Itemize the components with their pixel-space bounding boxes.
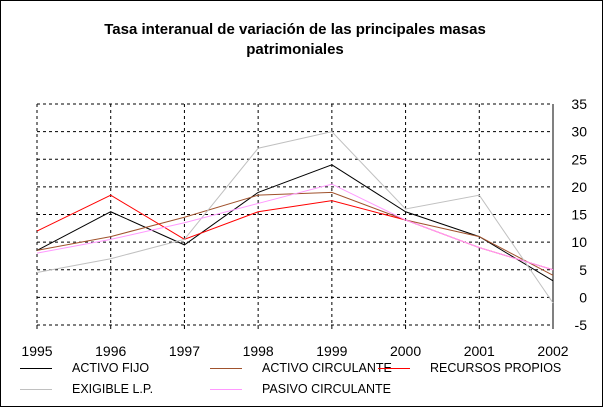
series-line-2 bbox=[36, 194, 554, 271]
series-line-3 bbox=[36, 131, 554, 304]
y-tick-label: 30 bbox=[571, 124, 587, 140]
series-line-4 bbox=[36, 183, 554, 271]
legend-label: EXIGIBLE L.P. bbox=[72, 382, 154, 396]
chart-title: Tasa interanual de variación de las prin… bbox=[104, 21, 486, 58]
series-line-1 bbox=[36, 191, 554, 276]
x-tick-label: 1997 bbox=[169, 343, 200, 359]
x-tick-label: 1996 bbox=[95, 343, 126, 359]
x-tick-label: 2002 bbox=[537, 343, 568, 359]
legend-swatch bbox=[210, 389, 242, 390]
legend-label: ACTIVO FIJO bbox=[72, 361, 150, 375]
y-tick-label: 0 bbox=[579, 289, 587, 305]
x-tick-label: 1995 bbox=[21, 343, 52, 359]
x-tick-label: 1998 bbox=[243, 343, 274, 359]
x-tick-label: 2000 bbox=[390, 343, 421, 359]
y-tick-label: -5 bbox=[575, 317, 588, 333]
legend-swatch bbox=[20, 389, 52, 390]
legend-swatch bbox=[378, 368, 410, 369]
tick-labels: 35 30 25 20 15 10 5 0 -5 1995 1996 1997 1998 1999 2000… bbox=[21, 96, 587, 359]
x-tick-label: 2001 bbox=[464, 343, 495, 359]
y-tick-label: 10 bbox=[571, 234, 587, 250]
series-line-0 bbox=[36, 164, 554, 282]
y-tick-label: 25 bbox=[571, 151, 587, 167]
legend-label: PASIVO CIRCULANTE bbox=[262, 382, 391, 396]
y-tick-label: 15 bbox=[571, 207, 587, 223]
grid bbox=[36, 103, 554, 326]
y-tick-label: 20 bbox=[571, 179, 587, 195]
axes bbox=[36, 104, 554, 329]
legend-label: RECURSOS PROPIOS bbox=[430, 361, 562, 375]
series bbox=[36, 131, 554, 304]
y-tick-label: 5 bbox=[579, 262, 587, 278]
legend-label: ACTIVO CIRCULANTE bbox=[262, 361, 392, 375]
y-tick-label: 35 bbox=[571, 96, 587, 112]
legend-swatch bbox=[20, 368, 52, 369]
x-tick-label: 1999 bbox=[316, 343, 347, 359]
legend-swatch bbox=[210, 368, 242, 369]
